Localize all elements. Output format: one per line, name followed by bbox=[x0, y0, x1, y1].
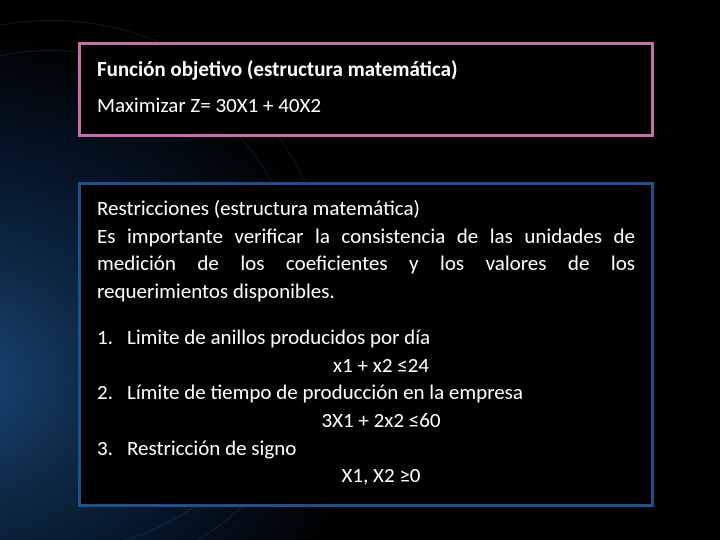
list-item-formula: 3X1 + 2x2 ≤60 bbox=[127, 407, 635, 435]
list-item-label: Limite de anillos producidos por día bbox=[127, 324, 430, 350]
objective-function-box: Función objetivo (estructura matemática)… bbox=[78, 42, 654, 137]
constraints-list: Limite de anillos producidos por día x1 … bbox=[97, 324, 635, 490]
constraints-heading: Restricciones (estructura matemática) bbox=[97, 195, 420, 221]
list-item: Límite de tiempo de producción en la emp… bbox=[97, 379, 635, 434]
list-item-formula: x1 + x2 ≤24 bbox=[127, 352, 635, 380]
constraints-box: Restricciones (estructura matemática) Es… bbox=[78, 182, 654, 507]
list-item: Limite de anillos producidos por día x1 … bbox=[97, 324, 635, 379]
objective-formula: Maximizar Z= 30X1 + 40X2 bbox=[97, 91, 635, 119]
objective-heading: Función objetivo (estructura matemática) bbox=[97, 55, 635, 83]
list-item-label: Restricción de signo bbox=[127, 435, 296, 461]
list-item: Restricción de signo X1, X2 ≥0 bbox=[97, 435, 635, 490]
constraints-paragraph: Restricciones (estructura matemática) Es… bbox=[97, 195, 635, 306]
list-item-formula: X1, X2 ≥0 bbox=[127, 462, 635, 490]
list-item-label: Límite de tiempo de producción en la emp… bbox=[127, 379, 523, 405]
constraints-body: Es importante verificar la consistencia … bbox=[97, 223, 635, 304]
